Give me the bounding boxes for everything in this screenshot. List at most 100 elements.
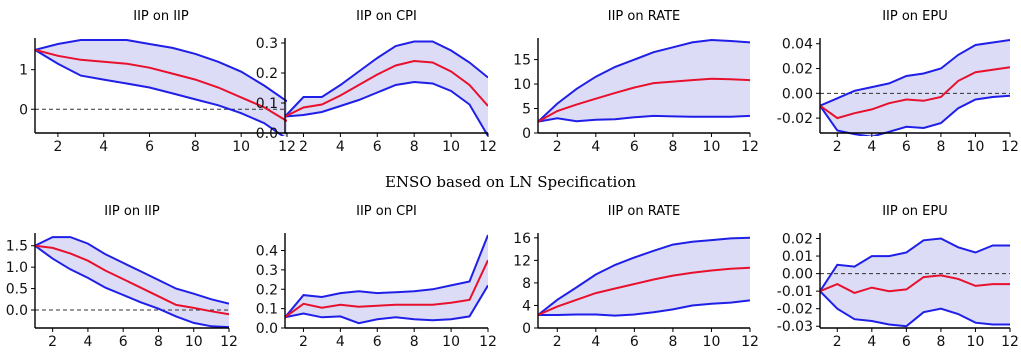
x-tick-label: 4 [336,334,345,350]
y-tick-label: 0.5 [6,282,28,298]
y-tick-label: 0.00 [782,86,813,102]
x-tick-label: 8 [410,139,419,155]
x-tick-label: 6 [145,139,154,155]
x-tick-label: 4 [591,139,600,155]
x-tick-label: 12 [479,139,497,155]
x-tick-label: 8 [410,334,419,350]
y-tick-label: 0.1 [256,302,278,318]
upper-bound-line [820,237,1010,292]
y-tick-label: 0.3 [256,36,278,52]
median-response-line [285,59,488,118]
x-tick-label: 10 [232,139,250,155]
y-tick-label: 5 [522,102,531,118]
panel-title: IIP on CPI [356,9,417,24]
x-tick-label: 12 [741,334,759,350]
x-tick-label: 12 [479,334,497,350]
upper-bound-line [538,38,750,123]
y-tick-label: 0.3 [256,263,278,279]
x-tick-label: 2 [48,334,57,350]
irf-panel-8: IIP on EPU 2 4 6 8 10 12 -0.03-0.02 -0.010.00 0.0… [777,204,1019,350]
y-tick-label: 1 [19,63,28,79]
median-response-line [538,266,750,316]
lower-bound-line [35,49,285,136]
upper-bound-line [35,236,229,305]
x-tick-label: 2 [299,334,308,350]
lower-bound-line [538,299,750,317]
x-tick-label: 6 [902,334,911,350]
y-tick-label: 1.5 [6,239,28,255]
y-tick-label: 0.0 [256,321,278,337]
y-tick-label: -0.02 [777,302,813,318]
x-tick-label: 8 [191,139,200,155]
x-tick-label: 4 [867,334,876,350]
x-tick-label: 12 [220,334,238,350]
median-response-line [538,77,750,123]
x-tick-label: 6 [630,334,639,350]
x-tick-label: 4 [591,334,600,350]
y-tick-label: -0.03 [777,319,813,335]
y-tick-label: 0 [19,102,28,118]
x-tick-label: 2 [833,139,842,155]
x-tick-label: 12 [741,139,759,155]
panel-title: IIP on EPU [882,204,948,219]
median-response-line [820,274,1010,294]
y-tick-label: 4 [522,298,531,314]
x-tick-label: 6 [373,139,382,155]
upper-bound-line [820,39,1010,107]
section-caption: ENSO based on LN Specification [384,173,637,191]
confidence-band [285,235,488,324]
x-tick-label: 2 [833,334,842,350]
y-tick-label: 0 [522,126,531,142]
x-tick-label: 10 [442,139,460,155]
x-tick-label: 10 [967,334,985,350]
x-tick-label: 2 [553,334,562,350]
x-tick-label: 4 [83,334,92,350]
y-tick-label: 0.4 [256,244,278,260]
x-tick-label: 2 [299,139,308,155]
x-tick-label: 10 [967,139,985,155]
irf-panel-1: IIP on IIP 2 4 6 8 10 12 0 1 [19,9,296,155]
confidence-band [35,40,287,136]
x-tick-label: 8 [154,334,163,350]
x-tick-label: 10 [703,334,721,350]
x-tick-label: 8 [668,334,677,350]
x-tick-label: 2 [53,139,62,155]
upper-bound-line [538,236,750,316]
y-tick-label: 0.00 [782,267,813,283]
y-tick-label: 0.1 [256,96,278,112]
panel-title: IIP on RATE [608,9,681,24]
x-tick-label: 4 [867,139,876,155]
x-tick-label: 6 [373,334,382,350]
x-tick-label: 12 [278,139,296,155]
x-tick-label: 8 [936,334,945,350]
irf-panel-7: IIP on RATE 2 4 6 8 10 12 0 4 8 12 16 [513,204,759,350]
irf-panel-3: IIP on RATE 2 4 6 8 10 12 0 5 10 15 [513,9,759,155]
irf-panel-5: IIP on IIP 2 4 6 8 10 12 0.0 0.5 1.0 1.5 [6,204,238,350]
x-tick-label: 6 [119,334,128,350]
y-tick-label: -0.01 [777,284,813,300]
panel-title: IIP on CPI [356,204,417,219]
median-response-line [820,66,1010,120]
panel-title: IIP on IIP [133,9,189,24]
y-tick-label: 0.04 [782,37,813,53]
y-tick-label: 1.0 [6,260,28,276]
x-tick-label: 4 [336,139,345,155]
lower-bound-line [820,290,1010,328]
x-tick-label: 8 [936,139,945,155]
x-tick-label: 2 [553,139,562,155]
y-tick-label: 0 [522,321,531,337]
y-tick-label: 10 [513,77,531,93]
y-tick-label: 0.2 [256,66,278,82]
lower-bound-line [285,284,488,325]
median-response-line [285,259,488,319]
y-tick-label: 0.0 [256,126,278,142]
y-tick-label: 0.0 [6,303,28,319]
irf-panel-6: IIP on CPI 2 4 6 8 10 12 0.0 0.1 0.2 0.3 0.4 [256,204,497,350]
median-response-line [35,48,287,122]
y-tick-label: 12 [513,253,531,269]
confidence-band [538,40,750,122]
x-tick-label: 6 [630,139,639,155]
lower-bound-line [538,114,750,123]
confidence-band [538,237,750,316]
panel-title: IIP on RATE [608,204,681,219]
